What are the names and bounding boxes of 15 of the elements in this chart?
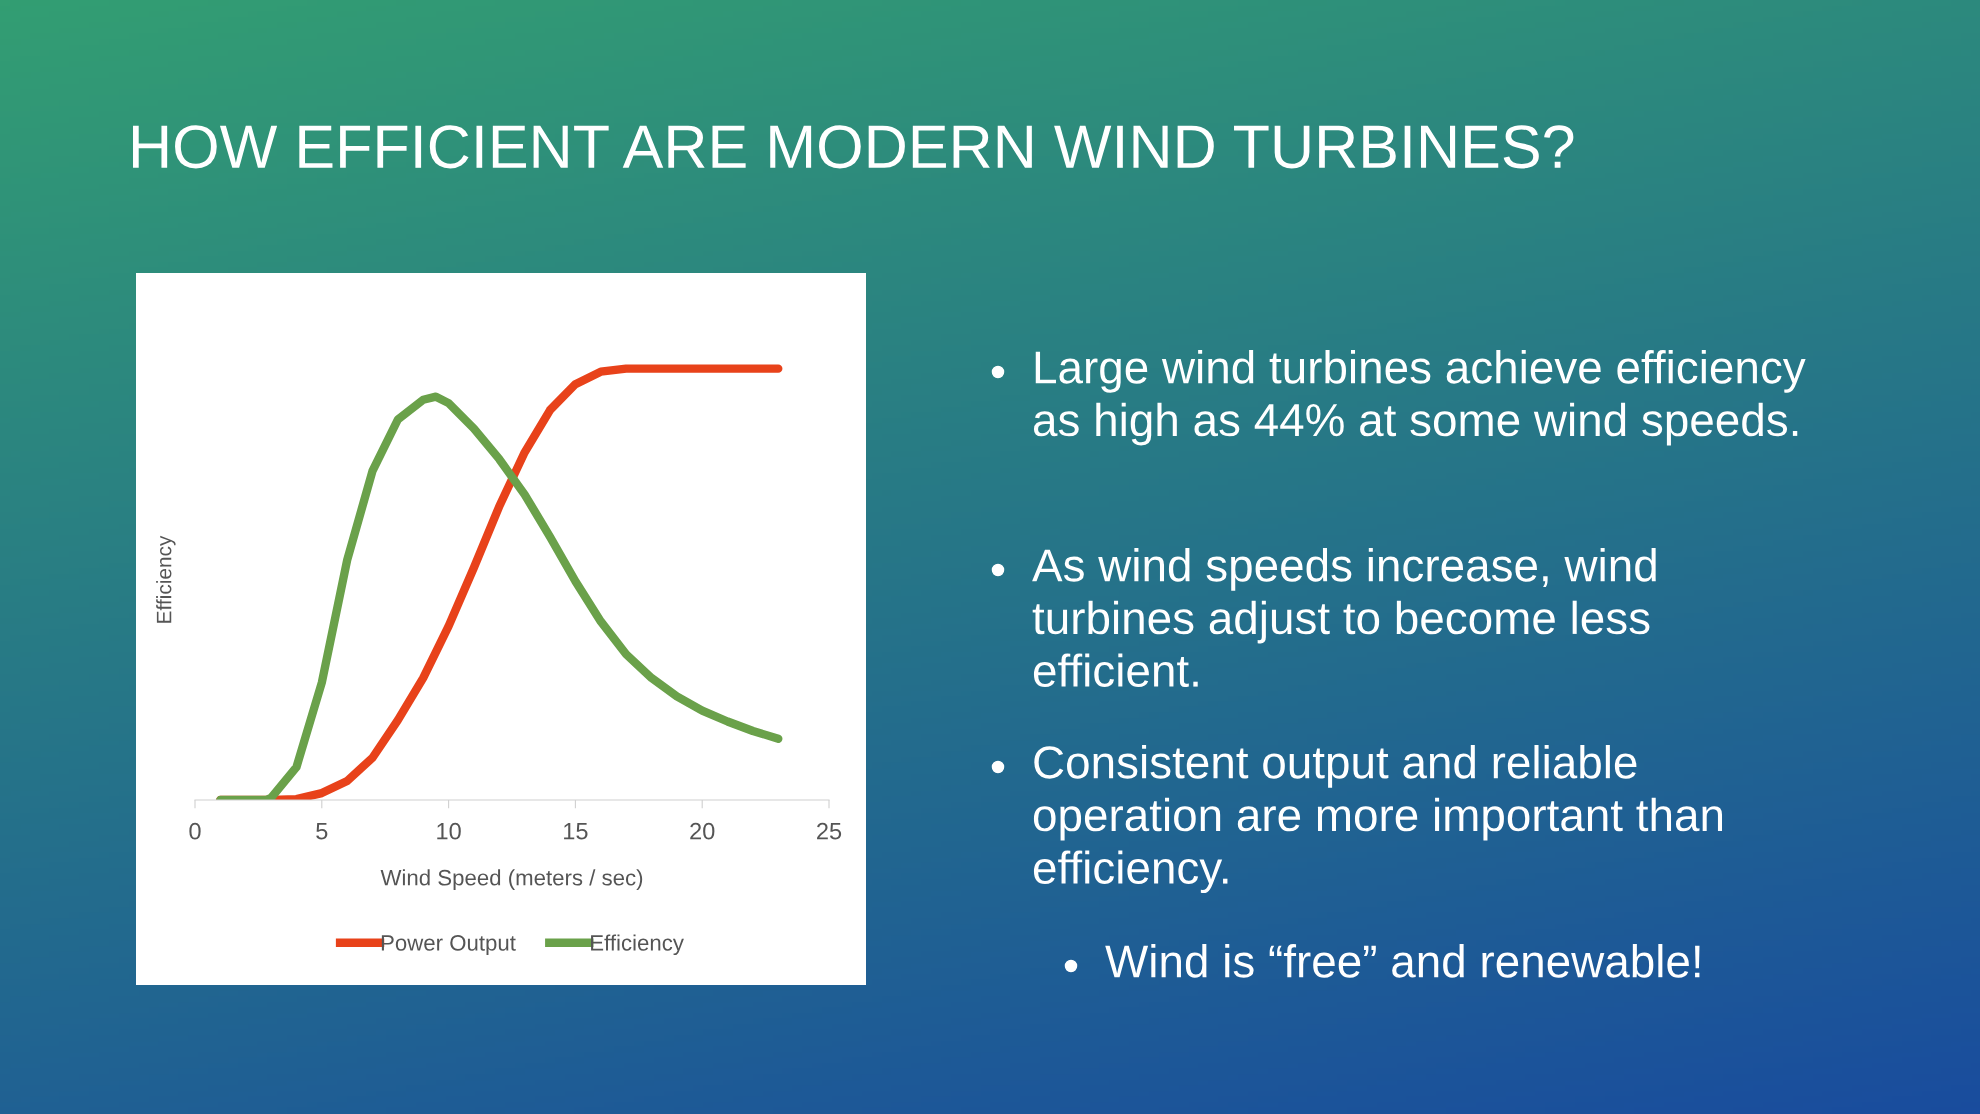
text: As wind speeds increase, wind turbines adjust to become less efficient. xyxy=(1032,548,1656,688)
x-tick-label: 25 xyxy=(817,822,842,840)
x-tick-label: 15 xyxy=(564,823,588,840)
text: Wind is “free” and renewable! xyxy=(1105,944,1700,978)
x-tick-label: 0 xyxy=(189,822,201,840)
legend-label: Efficiency xyxy=(591,934,684,956)
x-axis-title: Wind Speed (meters / sec) xyxy=(380,869,643,890)
x-tick-label: 10 xyxy=(437,822,461,840)
chart-title: HOW EFFICIENT ARE MODERN WIND TURBINES? xyxy=(133,125,1574,169)
x-tick-label: 20 xyxy=(690,822,715,840)
text: Large wind turbines achieve efficiency as high as 44% at some wind speeds. xyxy=(1033,350,1806,446)
legend-label: Power Output xyxy=(381,934,516,956)
y-axis-title: Efficiency xyxy=(156,535,176,623)
text: Consistent output and reliable operation are more important than efficiency. xyxy=(1033,745,1723,894)
x-tick-label: 5 xyxy=(316,823,328,840)
